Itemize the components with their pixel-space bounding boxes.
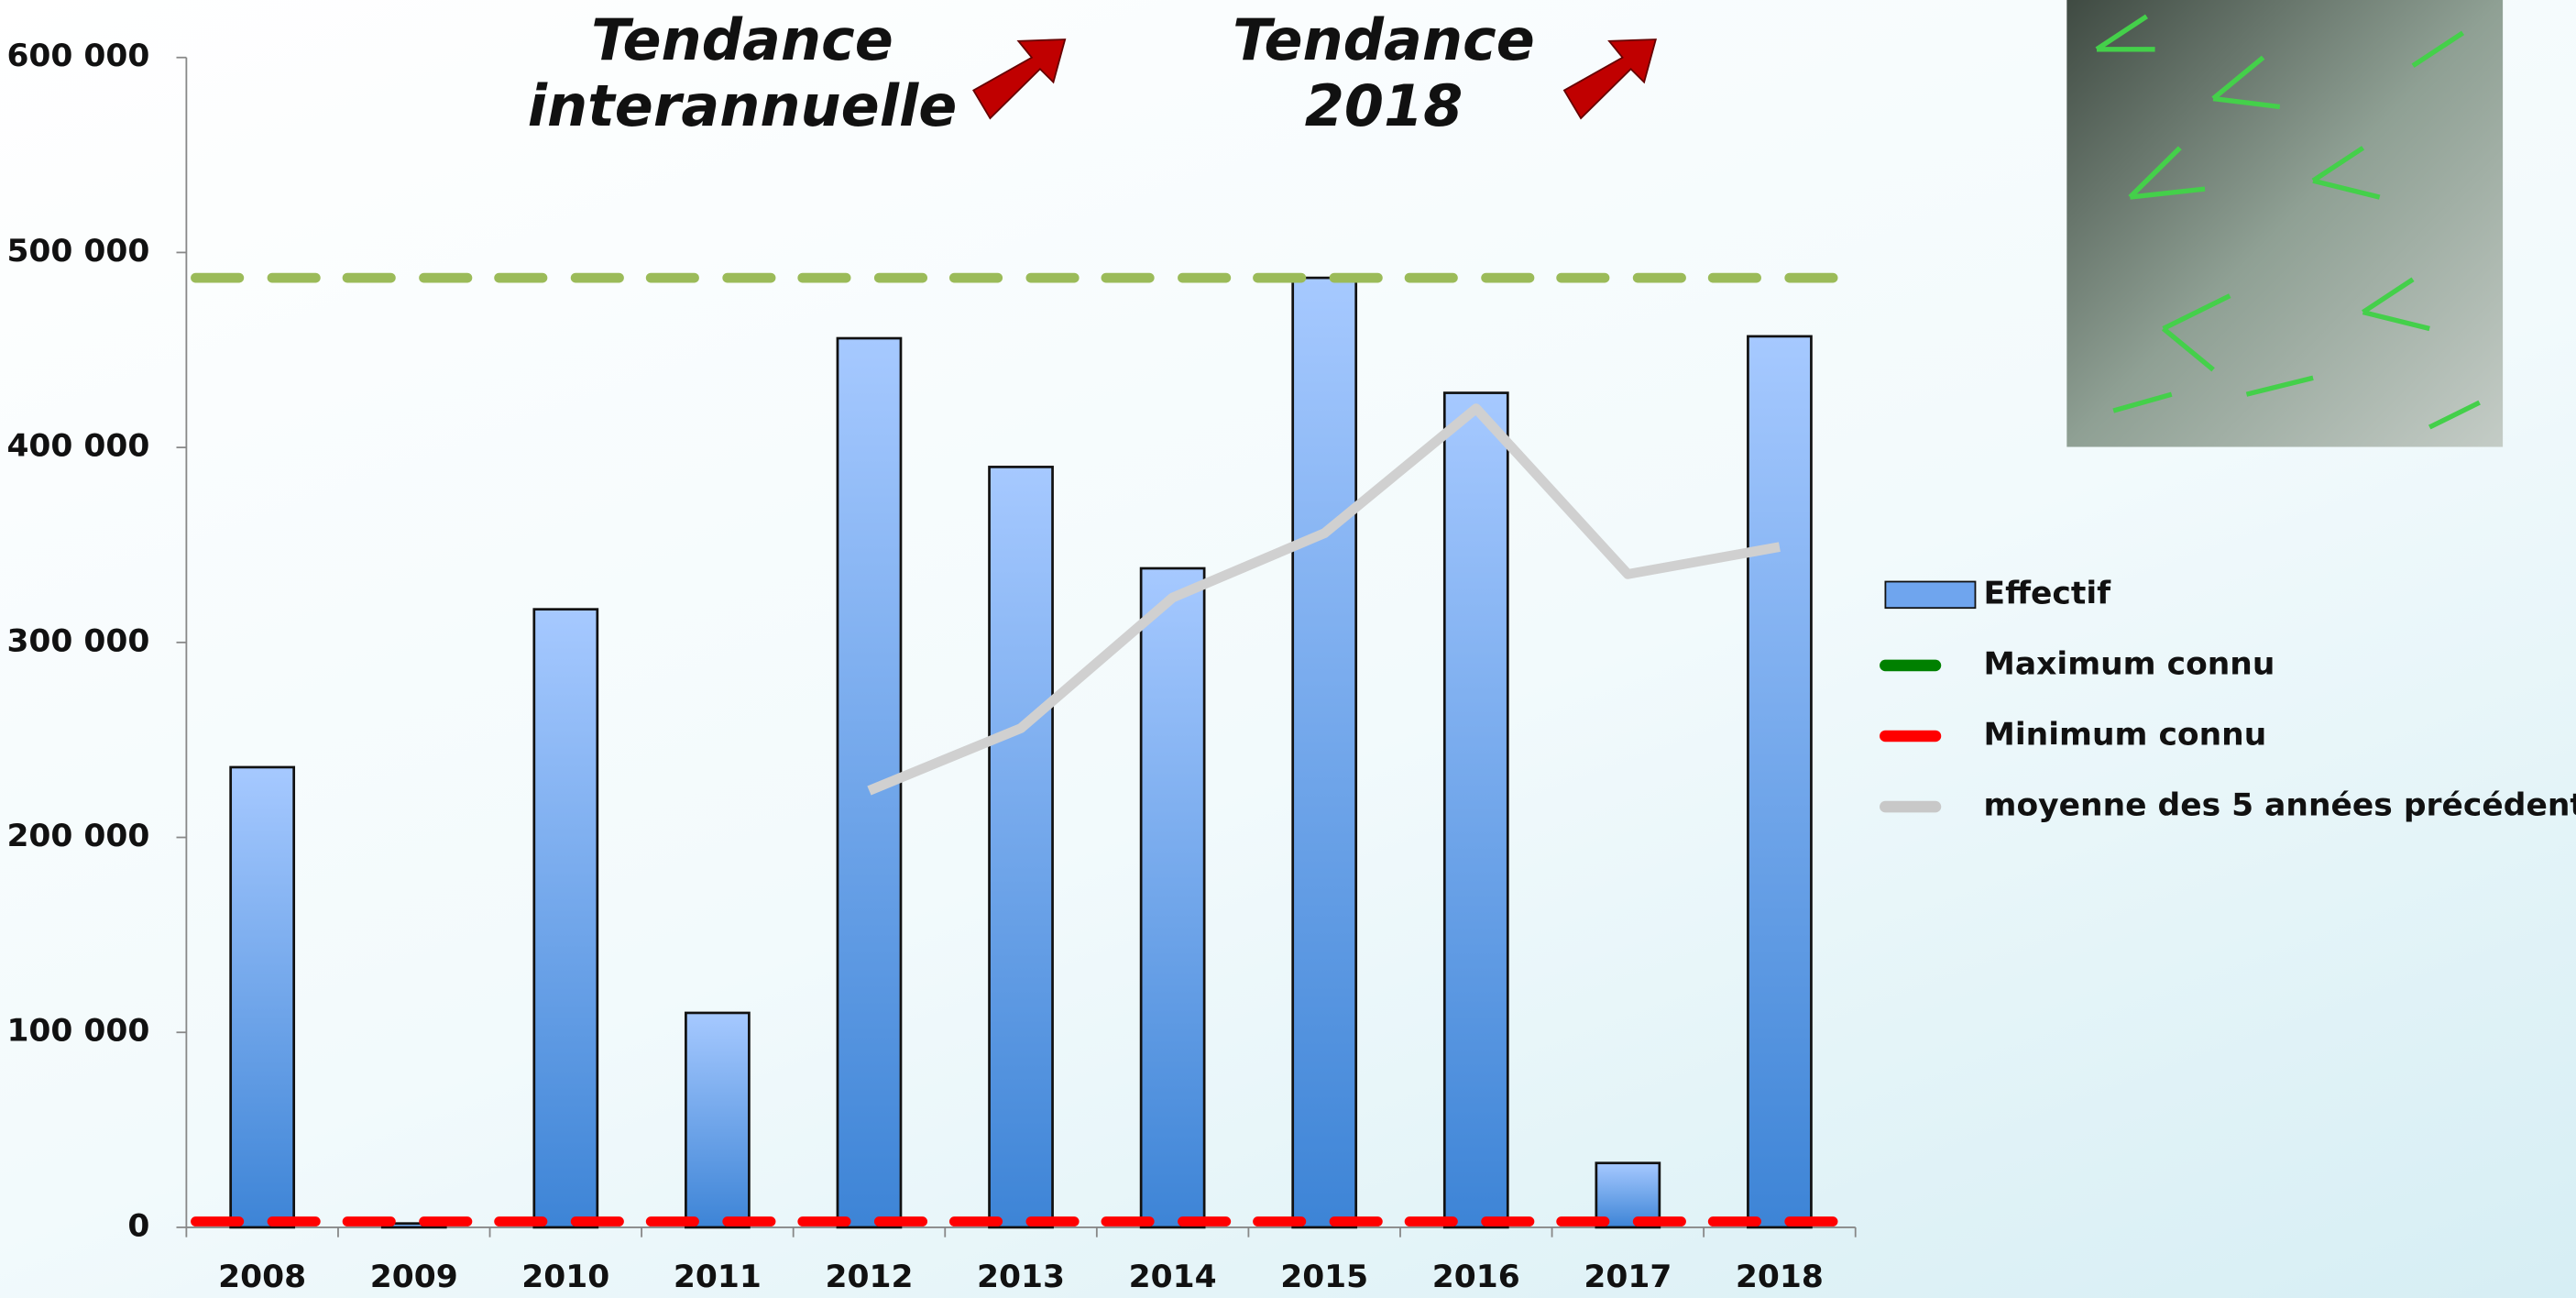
x-tick-label: 2011 bbox=[674, 1259, 762, 1295]
y-tick-label: 300 000 bbox=[6, 622, 149, 659]
legend-swatch bbox=[1884, 580, 1977, 610]
legend-label: moyenne des 5 années précédentes bbox=[1984, 787, 2576, 824]
legend-label: Minimum connu bbox=[1984, 717, 2267, 754]
legend-label: Effectif bbox=[1984, 575, 2112, 611]
legend-label: Maximum connu bbox=[1984, 646, 2275, 683]
x-tick-label: 2008 bbox=[218, 1259, 306, 1295]
y-tick-label: 0 bbox=[127, 1208, 149, 1245]
y-tick-label: 100 000 bbox=[6, 1013, 149, 1050]
bar bbox=[988, 466, 1054, 1229]
x-tick-label: 2010 bbox=[521, 1259, 609, 1295]
x-tick-label: 2009 bbox=[370, 1259, 458, 1295]
bar bbox=[1291, 276, 1358, 1229]
line bbox=[867, 403, 1781, 796]
x-tick-label: 2015 bbox=[1280, 1259, 1368, 1295]
y-tick-label: 200 000 bbox=[6, 818, 149, 854]
annotation: Tendance interannuelle bbox=[527, 6, 958, 139]
x-tick-label: 2018 bbox=[1736, 1259, 1824, 1295]
x-tick-label: 2016 bbox=[1432, 1259, 1520, 1295]
bar bbox=[229, 765, 296, 1229]
x-tick-label: 2017 bbox=[1584, 1259, 1672, 1295]
y-tick-label: 500 000 bbox=[6, 233, 149, 270]
bar bbox=[685, 1011, 751, 1229]
y-tick-label: 600 000 bbox=[6, 38, 149, 74]
arrow bbox=[1562, 38, 1658, 120]
y-tick-label: 400 000 bbox=[6, 428, 149, 465]
arrow bbox=[972, 38, 1067, 120]
bar bbox=[532, 608, 599, 1229]
bar bbox=[1595, 1161, 1661, 1229]
photo bbox=[2066, 0, 2504, 447]
x-tick-label: 2014 bbox=[1129, 1259, 1217, 1295]
x-tick-label: 2013 bbox=[977, 1259, 1065, 1295]
x-tick-label: 2012 bbox=[825, 1259, 913, 1295]
bar bbox=[1442, 391, 1509, 1229]
annotation: Tendance 2018 bbox=[1233, 6, 1535, 139]
bar bbox=[1139, 566, 1206, 1229]
bar bbox=[1747, 335, 1813, 1229]
